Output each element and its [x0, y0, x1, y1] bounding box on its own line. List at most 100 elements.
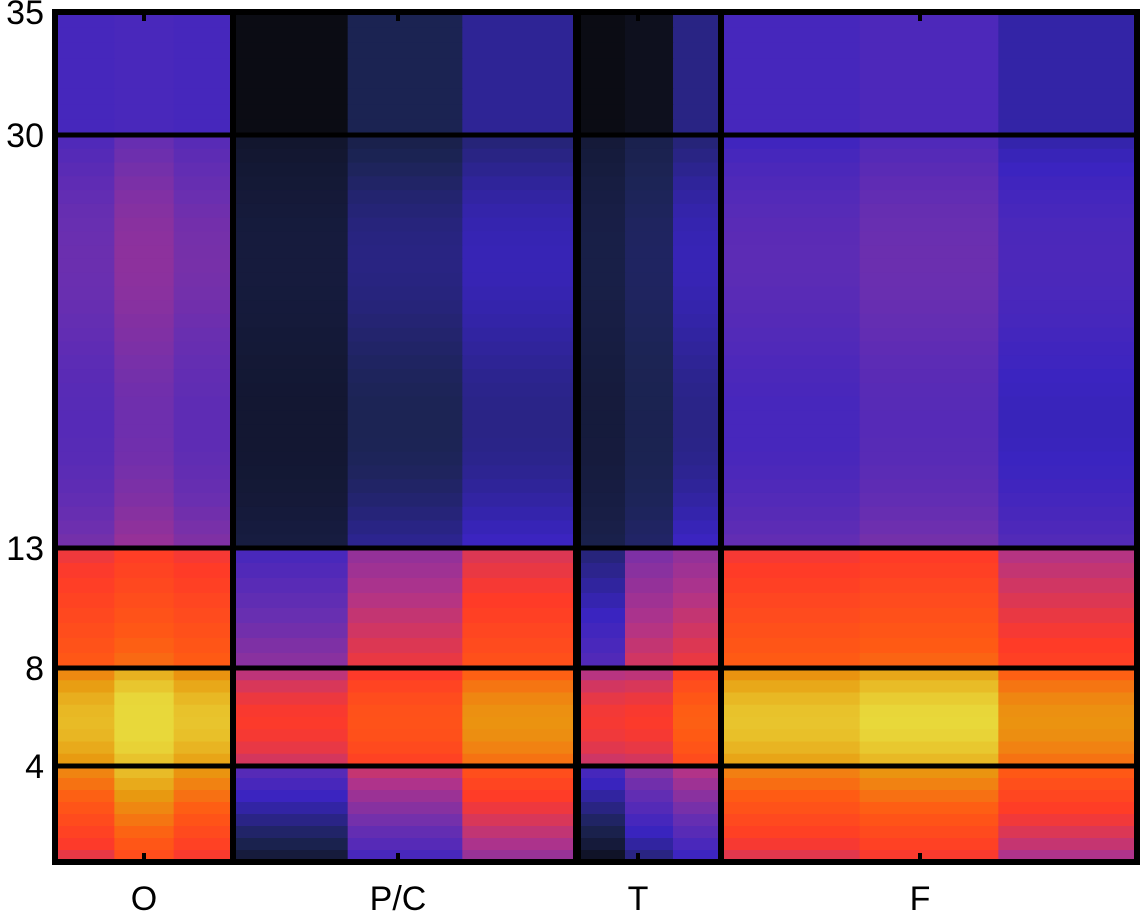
- heatmap-cell: [173, 437, 234, 453]
- heatmap-cell: [462, 578, 578, 594]
- heatmap-cell: [577, 492, 626, 508]
- heatmap-cell: [625, 704, 674, 718]
- heatmap-cell: [173, 104, 234, 121]
- heatmap-cell: [347, 506, 463, 522]
- heatmap-cell: [859, 313, 999, 329]
- heatmap-cell: [673, 653, 722, 669]
- heatmap-cell: [998, 148, 1138, 164]
- heatmap-cell: [625, 520, 674, 535]
- heatmap-cell: [625, 668, 674, 681]
- heatmap-cell: [577, 42, 626, 59]
- heatmap-cell: [233, 272, 349, 288]
- heatmap-cell: [998, 73, 1138, 90]
- heatmap-cell: [55, 355, 115, 370]
- heatmap-cell: [998, 729, 1138, 743]
- heatmap-cell: [233, 135, 349, 150]
- heatmap-cell: [721, 506, 861, 522]
- heatmap-cell: [998, 465, 1138, 480]
- heatmap-cell: [55, 668, 115, 681]
- heatmap-cell: [114, 437, 175, 453]
- heatmap-cell: [462, 506, 578, 522]
- heatmap-cell: [173, 217, 234, 232]
- heatmap-cell: [721, 424, 861, 439]
- heatmap-cell: [114, 148, 175, 164]
- heatmap-cell: [55, 176, 115, 191]
- heatmap-cell: [721, 802, 861, 815]
- heatmap-cell: [673, 826, 722, 839]
- heatmap-cell: [173, 778, 234, 791]
- heatmap-cell: [347, 653, 463, 669]
- heatmap-cell: [233, 203, 349, 219]
- heatmap-cell: [625, 231, 674, 246]
- heatmap-cell: [114, 492, 175, 508]
- heatmap-cell: [462, 424, 578, 439]
- heatmap-cell: [347, 838, 463, 851]
- heatmap-cell: [233, 300, 349, 315]
- heatmap-cell: [625, 563, 674, 579]
- heatmap-cell: [673, 437, 722, 453]
- heatmap-cell: [55, 424, 115, 439]
- heatmap-cell: [577, 680, 626, 694]
- heatmap-cell: [55, 396, 115, 411]
- heatmap-cell: [462, 653, 578, 669]
- heatmap-cell: [998, 162, 1138, 177]
- heatmap-cell: [721, 741, 861, 755]
- heatmap-cell: [625, 692, 674, 706]
- heatmap-cell: [55, 608, 115, 624]
- heatmap-cell: [998, 217, 1138, 232]
- heatmap-cell: [347, 766, 463, 779]
- heatmap-cell: [721, 382, 861, 398]
- heatmap-cell: [998, 313, 1138, 329]
- heatmap-cell: [173, 313, 234, 329]
- y-tick-label: 4: [25, 748, 44, 786]
- heatmap-cell: [233, 104, 349, 121]
- heatmap-cell: [462, 410, 578, 425]
- heatmap-cell: [173, 704, 234, 718]
- heatmap-cell: [233, 162, 349, 177]
- heatmap-cell: [577, 729, 626, 743]
- heatmap-cell: [625, 838, 674, 851]
- heatmap-cell: [173, 638, 234, 654]
- heatmap-cell: [859, 437, 999, 453]
- heatmap-cell: [577, 410, 626, 425]
- heatmap-cell: [625, 176, 674, 191]
- heatmap-cell: [233, 534, 349, 549]
- heatmap-cell: [233, 42, 349, 59]
- heatmap-cell: [859, 104, 999, 121]
- heatmap-cell: [673, 578, 722, 594]
- heatmap-cell: [577, 217, 626, 232]
- heatmap-cell: [859, 119, 999, 136]
- heatmap-cell: [721, 27, 861, 44]
- heatmap-cell: [577, 341, 626, 356]
- heatmap-cell: [55, 680, 115, 694]
- heatmap-cell: [462, 258, 578, 274]
- heatmap-cell: [347, 465, 463, 480]
- heatmap-cell: [55, 465, 115, 480]
- heatmap-cell: [462, 563, 578, 579]
- heatmap-cell: [114, 753, 175, 767]
- heatmap-cell: [998, 593, 1138, 609]
- heatmap-cell: [233, 286, 349, 301]
- heatmap-cell: [721, 88, 861, 105]
- heatmap-cell: [55, 623, 115, 639]
- heatmap-cell: [998, 245, 1138, 260]
- heatmap-cell: [998, 88, 1138, 105]
- heatmap-cell: [462, 492, 578, 508]
- heatmap-cell: [55, 741, 115, 755]
- heatmap-cell: [55, 27, 115, 44]
- heatmap-cell: [233, 506, 349, 522]
- heatmap-cell: [462, 190, 578, 205]
- heatmap-cell: [673, 593, 722, 609]
- heatmap-cell: [577, 638, 626, 654]
- heatmap-cell: [347, 396, 463, 411]
- heatmap-cell: [233, 27, 349, 44]
- heatmap-cell: [577, 27, 626, 44]
- heatmap-cell: [173, 203, 234, 219]
- heatmap-cell: [625, 778, 674, 791]
- heatmap-cell: [55, 258, 115, 274]
- heatmap-cell: [55, 593, 115, 609]
- heatmap-cell: [233, 410, 349, 425]
- heatmap-cell: [55, 42, 115, 59]
- heatmap-cell: [859, 162, 999, 177]
- heatmap-cell: [673, 176, 722, 191]
